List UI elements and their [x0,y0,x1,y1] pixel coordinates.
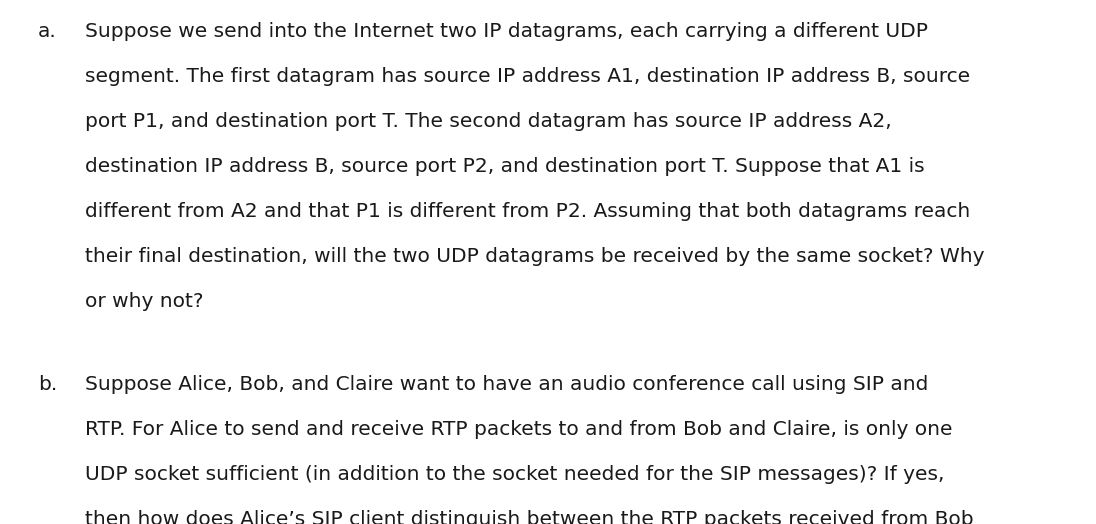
Text: or why not?: or why not? [85,292,204,311]
Text: segment. The first datagram has source IP address A1, destination IP address B, : segment. The first datagram has source I… [85,67,970,86]
Text: their final destination, will the two UDP datagrams be received by the same sock: their final destination, will the two UD… [85,247,984,266]
Text: a.: a. [38,22,57,41]
Text: b.: b. [38,375,57,394]
Text: RTP. For Alice to send and receive RTP packets to and from Bob and Claire, is on: RTP. For Alice to send and receive RTP p… [85,420,952,439]
Text: Suppose we send into the Internet two IP datagrams, each carrying a different UD: Suppose we send into the Internet two IP… [85,22,928,41]
Text: Suppose Alice, Bob, and Claire want to have an audio conference call using SIP a: Suppose Alice, Bob, and Claire want to h… [85,375,928,394]
Text: UDP socket sufficient (in addition to the socket needed for the SIP messages)? I: UDP socket sufficient (in addition to th… [85,465,945,484]
Text: port P1, and destination port T. The second datagram has source IP address A2,: port P1, and destination port T. The sec… [85,112,892,131]
Text: different from A2 and that P1 is different from P2. Assuming that both datagrams: different from A2 and that P1 is differe… [85,202,970,221]
Text: destination IP address B, source port P2, and destination port T. Suppose that A: destination IP address B, source port P2… [85,157,925,176]
Text: then how does Alice’s SIP client distinguish between the RTP packets received fr: then how does Alice’s SIP client disting… [85,510,973,524]
